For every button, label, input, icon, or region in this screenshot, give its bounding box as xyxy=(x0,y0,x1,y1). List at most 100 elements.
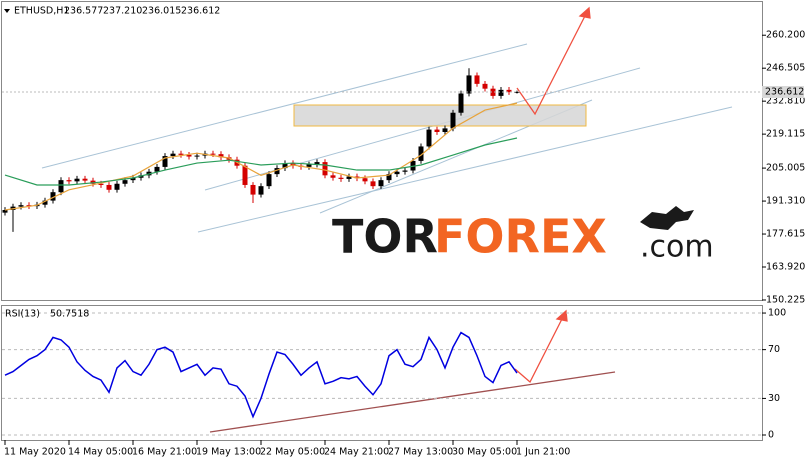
x-tick-label: 30 May 05:00 xyxy=(452,447,517,458)
x-tick-label: 14 May 05:00 xyxy=(68,447,133,458)
candle-body xyxy=(50,192,56,201)
y-tick-label: 0 xyxy=(768,430,774,441)
candle-body xyxy=(122,180,128,184)
arrow-path xyxy=(516,11,588,116)
candle-body xyxy=(378,180,384,187)
candle-body xyxy=(450,112,456,129)
candle-body xyxy=(42,200,48,205)
y-tick-label: 100 xyxy=(768,308,786,319)
y-tick-label: 30 xyxy=(768,393,780,404)
candle-body xyxy=(98,183,104,185)
candle-body xyxy=(162,156,168,167)
candle-body xyxy=(330,175,336,178)
candle-body xyxy=(242,165,248,185)
y-tick-label: 205.005 xyxy=(766,163,805,174)
price-box xyxy=(762,86,804,99)
marks: 260.200 246.505 232.810 219.115 205.005 191.3… xyxy=(2,30,805,458)
price-panel xyxy=(1,1,763,301)
y-tick-label: 260.200 xyxy=(766,30,805,41)
candle-body xyxy=(426,129,432,147)
candle-body xyxy=(218,154,224,158)
candle-body xyxy=(2,210,8,213)
candle-body xyxy=(154,166,160,172)
candle-body xyxy=(474,75,480,84)
candle-body xyxy=(506,89,512,93)
trend-line xyxy=(197,106,733,233)
candle-body xyxy=(498,89,504,96)
moving-average xyxy=(4,102,518,211)
y-tick-label: 232.810 xyxy=(766,96,805,107)
watermark-part: TOR xyxy=(332,210,438,264)
y-tick-label: 177.615 xyxy=(766,229,805,240)
y-tick-label: 246.505 xyxy=(766,63,805,74)
y-tick-label: 163.920 xyxy=(766,262,805,273)
candle-body xyxy=(394,171,400,175)
candle-body xyxy=(194,155,200,157)
candle-body xyxy=(266,174,272,187)
candle-body xyxy=(338,177,344,179)
candle-body xyxy=(210,153,216,155)
watermark: TOR FOREX .com xyxy=(332,206,714,265)
candle-body xyxy=(386,174,392,181)
rsi-panel xyxy=(1,305,763,441)
candle-body xyxy=(418,146,424,161)
x-tick-label: 27 May 13:00 xyxy=(388,447,453,458)
arrow-head xyxy=(555,309,568,322)
candle-body xyxy=(274,168,280,175)
quote-value: 237.210 xyxy=(103,6,142,17)
candle-body xyxy=(370,181,376,187)
trend-line xyxy=(41,43,528,169)
candle-body xyxy=(186,154,192,157)
quote-value: 236.612 xyxy=(181,6,220,17)
x-tick-label: 24 May 21:00 xyxy=(324,447,389,458)
y-tick-label: 219.115 xyxy=(766,129,805,140)
x-tick-label: 11 May 2020 xyxy=(4,447,66,458)
watermark-part: .com xyxy=(640,230,714,265)
candle-body xyxy=(130,177,136,181)
candle-body xyxy=(58,180,64,193)
candle-body xyxy=(250,184,256,195)
candle-body xyxy=(114,183,120,190)
candle-body xyxy=(434,129,440,132)
menu-icon xyxy=(4,9,10,13)
candle-body xyxy=(402,170,408,172)
rsi-title: RSI(13) xyxy=(5,309,40,320)
candle-body xyxy=(514,92,520,94)
candle-body xyxy=(482,83,488,89)
bull-icon xyxy=(640,206,694,230)
candle-body xyxy=(74,178,80,182)
candle-body xyxy=(458,93,464,113)
symbol: ETHUSD,H1 xyxy=(14,6,69,17)
watermark-part: FOREX xyxy=(434,210,607,264)
x-tick-label: 1 Jun 21:00 xyxy=(516,447,570,458)
candle-body xyxy=(282,163,288,169)
rsi-value: 50.7518 xyxy=(50,309,89,320)
forecast-arrow xyxy=(514,6,591,384)
y-tick-label: 191.310 xyxy=(766,196,805,207)
candle-body xyxy=(306,164,312,167)
arrow-path xyxy=(514,314,565,384)
candle-body xyxy=(442,128,448,132)
candle-body xyxy=(178,153,184,155)
candle-body xyxy=(466,75,472,94)
rsi-trend-line xyxy=(209,371,616,433)
support-zone xyxy=(293,104,587,127)
price-label: 236.612 xyxy=(765,87,804,98)
candle-body xyxy=(170,153,176,157)
y-tick-label: 70 xyxy=(768,344,780,355)
candle-body xyxy=(258,186,264,195)
x-tick-label: 16 May 21:00 xyxy=(132,447,197,458)
candle-body xyxy=(362,178,368,182)
candle-body xyxy=(26,205,32,207)
quote-value: 236.577 xyxy=(64,6,103,17)
rsi-line xyxy=(4,331,518,419)
candle-body xyxy=(314,162,320,165)
candle-body xyxy=(346,176,352,179)
y-tick-label: 150.225 xyxy=(766,294,805,305)
candle-body xyxy=(106,184,112,190)
candle-body xyxy=(18,205,24,207)
candle-body xyxy=(82,178,88,181)
x-tick-label: 22 May 05:00 xyxy=(260,447,325,458)
